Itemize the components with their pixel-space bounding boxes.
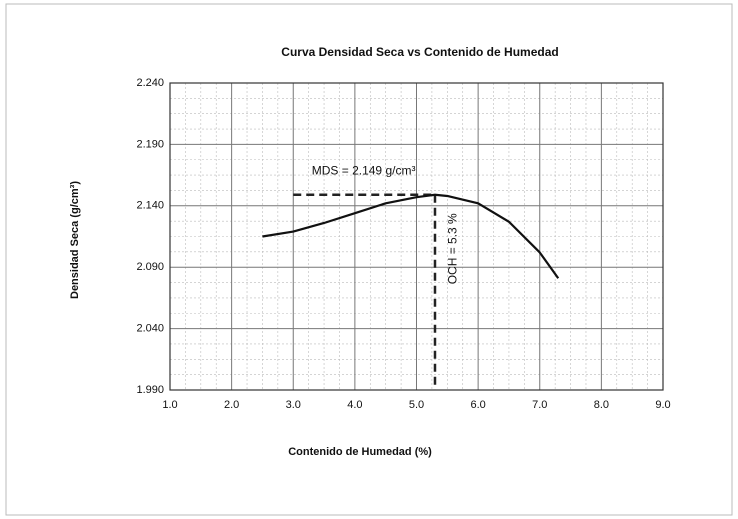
x-tick-label: 4.0 — [347, 399, 362, 411]
annotation: MDS = 2.149 g/cm³ — [312, 164, 416, 178]
y-tick-label: 1.990 — [136, 384, 164, 396]
y-tick-label: 2.140 — [136, 200, 164, 212]
x-tick-label: 7.0 — [532, 399, 547, 411]
annotation: OCH = 5.3 % — [446, 213, 460, 284]
y-tick-label: 2.090 — [136, 261, 164, 273]
y-tick-label: 2.190 — [136, 138, 164, 150]
x-axis-label: Contenido de Humedad (%) — [288, 446, 432, 458]
x-tick-label: 5.0 — [409, 399, 424, 411]
x-tick-label: 3.0 — [286, 399, 301, 411]
x-tick-label: 2.0 — [224, 399, 239, 411]
y-tick-label: 2.240 — [136, 77, 164, 89]
plot-frame — [169, 82, 664, 391]
x-tick-label: 1.0 — [162, 399, 177, 411]
x-tick-label: 8.0 — [594, 399, 609, 411]
data-line — [262, 193, 560, 279]
y-tick-label: 2.040 — [136, 323, 164, 335]
y-axis-label: Densidad Seca (g/cm³) — [69, 181, 81, 299]
page-frame — [5, 3, 733, 516]
x-tick-label: 9.0 — [655, 399, 670, 411]
chart-title: Curva Densidad Seca vs Contenido de Hume… — [281, 45, 558, 59]
x-tick-label: 6.0 — [470, 399, 485, 411]
